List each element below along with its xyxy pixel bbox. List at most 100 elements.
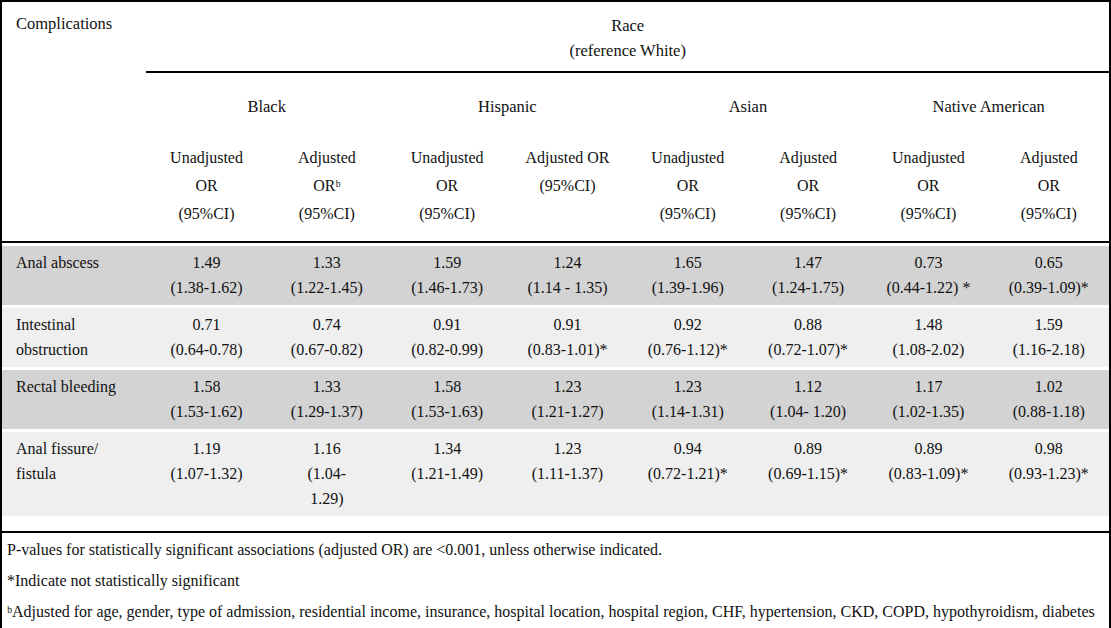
table-row: Anal fissure/ fistula 1.19(1.07-1.32) 1.… — [2, 429, 1109, 516]
subheader-native-american-adjusted: Adjusted OR (95%CI) — [989, 136, 1109, 243]
ci-value: (1.14 - 1.35) — [509, 275, 625, 300]
or-value: 1.58 — [389, 374, 505, 399]
or-cell: 1.49(1.38-1.62) — [146, 243, 266, 305]
or-value: 1.23 — [509, 374, 625, 399]
ci-value: (0.76-1.12)* — [630, 337, 746, 362]
ci-value: (1.16-2.18) — [991, 337, 1107, 362]
footnote-adjusted-covariates: ᵇAdjusted for age, gender, type of admis… — [7, 600, 1101, 628]
or-cell: 0.71(0.64-0.78) — [146, 305, 266, 367]
subheader-asian-adjusted: Adjusted OR (95%CI) — [748, 136, 868, 243]
or-value: 0.88 — [750, 312, 866, 337]
ci-value: (1.14-1.31) — [630, 399, 746, 424]
or-value: 1.16 — [269, 436, 385, 461]
group-header-native-american: Native American — [868, 73, 1109, 136]
or-cell: 1.23(1.11-1.37) — [507, 429, 627, 516]
or-value: 1.19 — [148, 436, 264, 461]
ci-value: (1.39-1.96) — [630, 275, 746, 300]
subheader-asian-unadjusted: Unadjusted OR (95%CI) — [628, 136, 748, 243]
group-header-black: Black — [146, 73, 387, 136]
subheader-hispanic-unadjusted: Unadjusted OR (95%CI) — [387, 136, 507, 243]
or-cell: 1.58(1.53-1.62) — [146, 367, 266, 429]
or-cell: 1.23(1.21-1.27) — [507, 367, 627, 429]
or-value: 1.24 — [509, 250, 625, 275]
or-value: 1.59 — [389, 250, 505, 275]
or-value: 0.92 — [630, 312, 746, 337]
or-cell: 1.65(1.39-1.96) — [628, 243, 748, 305]
or-cell: 1.23(1.14-1.31) — [628, 367, 748, 429]
or-value: 0.89 — [750, 436, 866, 461]
ci-value: (1.22-1.45) — [269, 275, 385, 300]
ci-value: (0.72-1.21)* — [630, 461, 746, 486]
ci-value: (1.53-1.63) — [389, 399, 505, 424]
ci-value: (0.69-1.15)* — [750, 461, 866, 486]
or-value: 1.48 — [870, 312, 986, 337]
ci-value: (1.53-1.62) — [148, 399, 264, 424]
ci-value: (1.21-1.27) — [509, 399, 625, 424]
ci-value: (0.67-0.82) — [269, 337, 385, 362]
or-cell: 1.47(1.24-1.75) — [748, 243, 868, 305]
or-cell: 1.33(1.22-1.45) — [267, 243, 387, 305]
ci-value: (1.38-1.62) — [148, 275, 264, 300]
ci-value: (0.93-1.23)* — [991, 461, 1107, 486]
ci-value: (1.02-1.35) — [870, 399, 986, 424]
group-header-asian: Asian — [628, 73, 869, 136]
or-cell: 0.98(0.93-1.23)* — [989, 429, 1109, 516]
or-value: 1.58 — [148, 374, 264, 399]
subheader-black-adjusted: Adjusted ORᵇ (95%CI) — [267, 136, 387, 243]
or-cell: 0.91(0.82-0.99) — [387, 305, 507, 367]
footnotes: P-values for statistically significant a… — [2, 531, 1109, 628]
or-cell: 0.74(0.67-0.82) — [267, 305, 387, 367]
or-value: 0.94 — [630, 436, 746, 461]
or-cell: 0.65(0.39-1.09)* — [989, 243, 1109, 305]
or-cell: 1.33(1.29-1.37) — [267, 367, 387, 429]
or-value: 1.49 — [148, 250, 264, 275]
or-value: 1.34 — [389, 436, 505, 461]
table-row: Anal abscess 1.49(1.38-1.62) 1.33(1.22-1… — [2, 243, 1109, 305]
or-value: 0.91 — [509, 312, 625, 337]
table-row: Rectal bleeding 1.58(1.53-1.62) 1.33(1.2… — [2, 367, 1109, 429]
or-value: 0.65 — [991, 250, 1107, 275]
ci-value: (1.11-1.37) — [509, 461, 625, 486]
or-cell: 1.48(1.08-2.02) — [868, 305, 988, 367]
or-cell: 0.89(0.83-1.09)* — [868, 429, 988, 516]
footnote-asterisk: *Indicate not statistically significant — [7, 569, 1101, 592]
or-value: 1.02 — [991, 374, 1107, 399]
or-cell: 1.02(0.88-1.18) — [989, 367, 1109, 429]
or-value: 1.23 — [509, 436, 625, 461]
group-header-hispanic: Hispanic — [387, 73, 628, 136]
ci-value: (0.83-1.01)* — [509, 337, 625, 362]
or-value: 0.89 — [870, 436, 986, 461]
or-value: 1.23 — [630, 374, 746, 399]
subheader-black-unadjusted: Unadjusted OR (95%CI) — [146, 136, 266, 243]
ci-value: (0.83-1.09)* — [870, 461, 986, 486]
or-value: 0.98 — [991, 436, 1107, 461]
or-cell: 0.92(0.76-1.12)* — [628, 305, 748, 367]
row-label: Anal fissure/ fistula — [2, 429, 146, 516]
or-cell: 1.34(1.21-1.49) — [387, 429, 507, 516]
ci-value: (0.44-1.22) * — [870, 275, 986, 300]
or-cell: 0.88(0.72-1.07)* — [748, 305, 868, 367]
table-row: Intestinal obstruction 0.71(0.64-0.78) 0… — [2, 305, 1109, 367]
or-value: 0.74 — [269, 312, 385, 337]
table-header: Complications Race (reference White) Bla… — [2, 2, 1109, 243]
or-value: 1.17 — [870, 374, 986, 399]
or-cell: 1.58(1.53-1.63) — [387, 367, 507, 429]
or-cell: 0.91(0.83-1.01)* — [507, 305, 627, 367]
race-header: Race (reference White) — [146, 2, 1109, 73]
or-cell: 1.59(1.46-1.73) — [387, 243, 507, 305]
footnote-pvalue: P-values for statistically significant a… — [7, 538, 1101, 561]
ci-value: (0.82-0.99) — [389, 337, 505, 362]
or-value: 1.59 — [991, 312, 1107, 337]
or-cell: 1.16(1.04- 1.29) — [267, 429, 387, 516]
or-value: 0.91 — [389, 312, 505, 337]
row-label: Rectal bleeding — [2, 367, 146, 429]
or-value: 1.47 — [750, 250, 866, 275]
or-cell: 0.94(0.72-1.21)* — [628, 429, 748, 516]
or-cell: 1.17(1.02-1.35) — [868, 367, 988, 429]
row-label: Anal abscess — [2, 243, 146, 305]
or-cell: 1.19(1.07-1.32) — [146, 429, 266, 516]
or-value: 0.73 — [870, 250, 986, 275]
ci-value: (1.24-1.75) — [750, 275, 866, 300]
or-cell: 1.12(1.04- 1.20) — [748, 367, 868, 429]
ci-value: (1.07-1.32) — [148, 461, 264, 486]
